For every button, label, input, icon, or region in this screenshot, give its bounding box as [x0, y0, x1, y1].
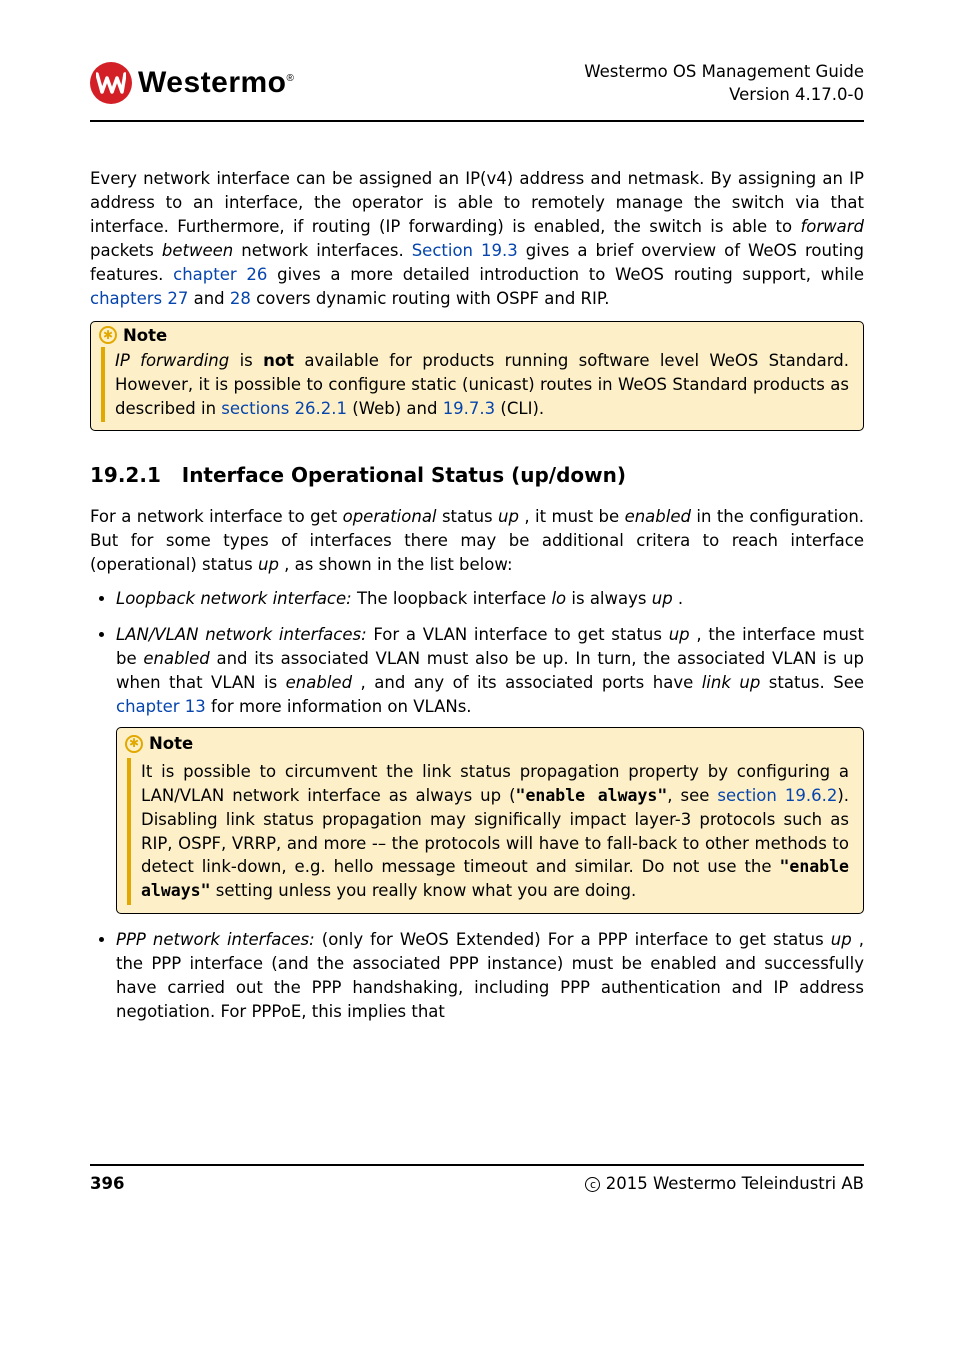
list-item-label: PPP network interfaces:: [116, 930, 315, 949]
logo: Westermo®: [90, 62, 294, 104]
text: (Web) and: [352, 399, 442, 418]
note-header: ✱ Note: [117, 728, 863, 756]
text: (CLI).: [500, 399, 544, 418]
note-body: It is possible to circumvent the link st…: [127, 758, 855, 906]
page-number: 396: [90, 1174, 124, 1193]
registered-icon: ®: [287, 73, 295, 84]
list-item-lan-vlan: LAN/VLAN network interfaces: For a VLAN …: [116, 623, 864, 914]
header-right: Westermo OS Management Guide Version 4.1…: [584, 60, 864, 106]
text: status. See: [769, 673, 864, 692]
text-italic: forward: [800, 217, 864, 236]
text-mono: "enable always": [516, 786, 668, 805]
page-footer: 396 c 2015 Westermo Teleindustri AB: [90, 1164, 864, 1193]
logo-word: Westermo: [138, 66, 287, 99]
note-title: Note: [149, 732, 193, 756]
link-chapter-26[interactable]: chapter 26: [173, 265, 267, 284]
link-chapter-28[interactable]: 28: [230, 289, 251, 308]
text-italic: enabled: [625, 507, 691, 526]
section-number: 19.2.1: [90, 463, 161, 487]
note-box-1: ✱ Note IP forwarding is not available fo…: [90, 321, 864, 432]
text: , and any of its associated ports have: [361, 673, 702, 692]
text: and: [194, 289, 230, 308]
list-item-label: Loopback network interface:: [116, 589, 352, 608]
section-title: Interface Operational Status (up/down): [182, 463, 626, 487]
text: status: [442, 507, 498, 526]
logo-text: Westermo®: [138, 66, 294, 100]
text: , it must be: [524, 507, 624, 526]
text: For a network interface to get: [90, 507, 343, 526]
doc-version: Version 4.17.0-0: [584, 83, 864, 106]
text: Every network interface can be assigned …: [90, 169, 864, 236]
note-icon: ✱: [99, 326, 117, 344]
list-item-ppp: PPP network interfaces: (only for WeOS E…: [116, 928, 864, 1024]
doc-title: Westermo OS Management Guide: [584, 60, 864, 83]
note-icon: ✱: [125, 735, 143, 753]
text: network interfaces.: [241, 241, 411, 260]
header-rule: [90, 120, 864, 122]
link-section-19-7-3[interactable]: 19.7.3: [443, 399, 495, 418]
text: is: [240, 351, 264, 370]
text-italic: IP forwarding: [115, 351, 229, 370]
text: .: [678, 589, 683, 608]
note-header: ✱ Note: [91, 322, 863, 345]
text: covers dynamic routing with OSPF and RIP…: [256, 289, 609, 308]
footer-row: 396 c 2015 Westermo Teleindustri AB: [90, 1174, 864, 1193]
text: setting unless you really know what you …: [211, 881, 637, 900]
link-chapters-27[interactable]: chapters 27: [90, 289, 188, 308]
footer-rule: [90, 1164, 864, 1166]
section-intro-paragraph: For a network interface to get operation…: [90, 505, 864, 577]
text-italic: link up: [702, 673, 761, 692]
text-italic: up: [258, 555, 279, 574]
list-item-label: LAN/VLAN network interfaces:: [116, 625, 367, 644]
text-italic: lo: [551, 589, 566, 608]
section-heading: 19.2.1 Interface Operational Status (up/…: [90, 463, 864, 487]
text-bold: not: [263, 351, 294, 370]
text: packets: [90, 241, 162, 260]
text: , see: [667, 786, 717, 805]
list-item-loopback: Loopback network interface: The loopback…: [116, 587, 864, 611]
note-box-2: ✱ Note It is possible to circumvent the …: [116, 727, 864, 914]
text-italic: up: [498, 507, 519, 526]
copyright: c 2015 Westermo Teleindustri AB: [585, 1174, 864, 1193]
text: For a VLAN interface to get status: [373, 625, 668, 644]
link-section-19-6-2[interactable]: section 19.6.2: [717, 786, 837, 805]
text-italic: up: [669, 625, 690, 644]
bullet-list: Loopback network interface: The loopback…: [116, 587, 864, 1024]
text-italic: up: [831, 930, 852, 949]
page-header: Westermo® Westermo OS Management Guide V…: [90, 60, 864, 106]
copyright-icon: c: [585, 1177, 600, 1192]
link-chapter-13[interactable]: chapter 13: [116, 697, 206, 716]
link-section-19-3[interactable]: Section 19.3: [412, 241, 518, 260]
text: for more information on VLANs.: [211, 697, 472, 716]
note-title: Note: [123, 326, 167, 345]
text-italic: operational: [343, 507, 437, 526]
note-body: IP forwarding is not available for produ…: [101, 347, 855, 423]
text: gives a more detailed introduction to We…: [277, 265, 864, 284]
copyright-text: 2015 Westermo Teleindustri AB: [600, 1174, 864, 1193]
intro-paragraph: Every network interface can be assigned …: [90, 167, 864, 311]
text: (only for WeOS Extended) For a PPP inter…: [322, 930, 831, 949]
logo-mark-icon: [90, 62, 132, 104]
text-italic: enabled: [143, 649, 209, 668]
text: is always: [571, 589, 651, 608]
text: , as shown in the list below:: [284, 555, 512, 574]
text-italic: up: [652, 589, 673, 608]
text-italic: between: [162, 241, 233, 260]
link-sections-26-2-1[interactable]: sections 26.2.1: [221, 399, 347, 418]
text: The loopback interface: [357, 589, 551, 608]
text-italic: enabled: [286, 673, 352, 692]
